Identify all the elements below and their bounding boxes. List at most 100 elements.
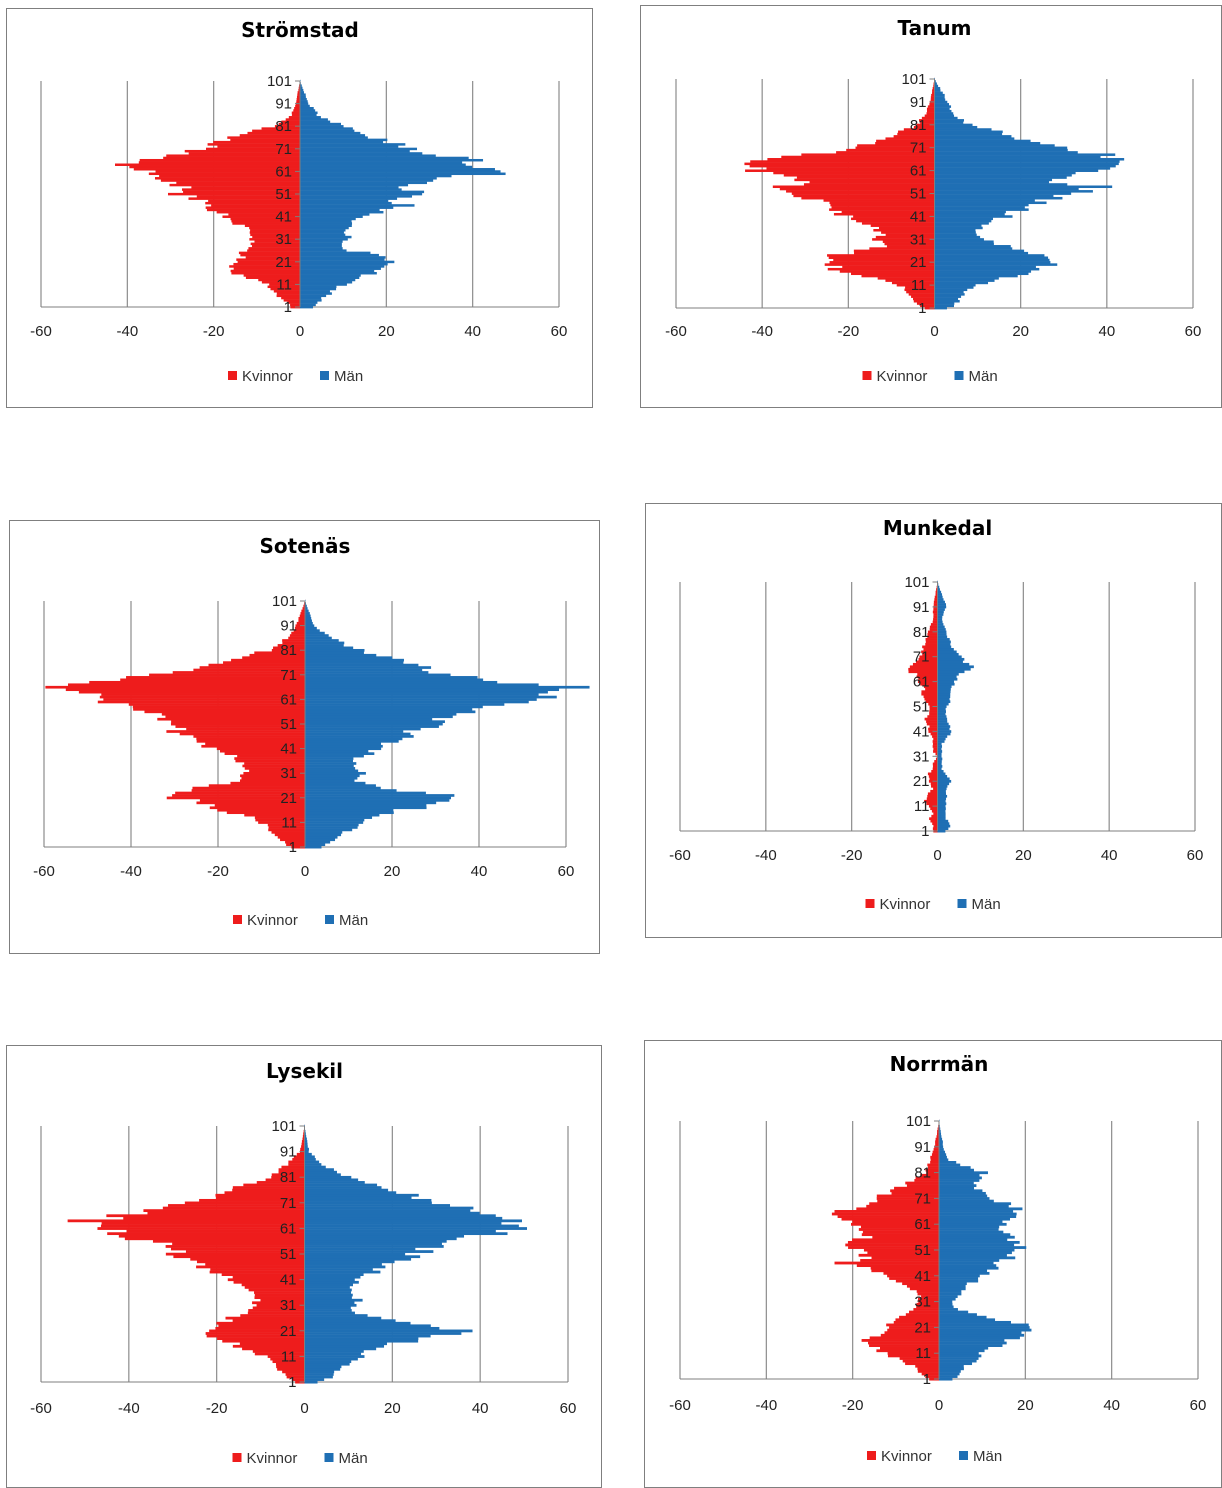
- series-male: [304, 1124, 528, 1384]
- bar: [927, 794, 938, 798]
- bar: [921, 1372, 939, 1376]
- bar: [224, 1191, 305, 1195]
- bar: [243, 771, 305, 775]
- bar: [157, 717, 305, 721]
- bar: [869, 1336, 939, 1340]
- y-tick-label: 21: [910, 254, 927, 271]
- bar: [247, 131, 300, 135]
- bar: [926, 802, 938, 806]
- bar: [935, 1137, 939, 1141]
- bar: [285, 118, 300, 121]
- bar: [268, 828, 305, 832]
- bar: [894, 1186, 939, 1190]
- bar: [934, 277, 999, 280]
- bar: [149, 673, 305, 677]
- bar: [913, 299, 935, 303]
- bar: [929, 707, 938, 711]
- bar: [304, 1347, 377, 1351]
- bar: [934, 249, 1025, 253]
- y-tick-label: 61: [275, 163, 292, 180]
- bar: [937, 687, 951, 691]
- bar: [305, 673, 451, 677]
- bar: [305, 690, 548, 694]
- bar: [930, 782, 938, 786]
- bar: [937, 643, 951, 646]
- bar: [78, 690, 305, 694]
- bar: [173, 1255, 305, 1259]
- bar: [305, 749, 369, 753]
- bar: [869, 247, 935, 250]
- bar: [304, 1342, 387, 1346]
- bar: [300, 231, 344, 234]
- bar: [166, 796, 305, 800]
- bar: [934, 238, 984, 241]
- bar: [304, 1329, 473, 1333]
- bar: [934, 304, 954, 308]
- series-male: [937, 580, 974, 833]
- bar: [300, 158, 484, 162]
- bar: [934, 107, 950, 111]
- bar: [199, 799, 305, 802]
- bar: [305, 634, 329, 637]
- bar: [939, 1142, 943, 1146]
- bar: [205, 1262, 305, 1266]
- bar: [934, 105, 952, 108]
- bar: [304, 1181, 365, 1184]
- bar: [939, 1282, 967, 1286]
- y-tick-label: 101: [272, 593, 297, 610]
- bar: [933, 812, 938, 816]
- bar: [905, 1313, 939, 1317]
- bar: [934, 141, 1041, 145]
- bar: [300, 95, 306, 99]
- bar: [305, 764, 354, 768]
- bar: [937, 794, 948, 798]
- bar: [287, 301, 300, 304]
- bar: [300, 84, 302, 87]
- bar: [934, 229, 976, 232]
- bar: [305, 794, 455, 797]
- bar: [300, 107, 314, 110]
- bar: [305, 757, 354, 760]
- bar: [939, 1204, 1009, 1208]
- x-tick-label: 60: [551, 323, 568, 340]
- x-tick-label: -60: [30, 323, 52, 340]
- bar: [937, 720, 948, 723]
- bar: [906, 1184, 939, 1188]
- x-tick-label: -20: [207, 863, 229, 880]
- bar: [304, 1293, 353, 1297]
- bar: [300, 179, 434, 182]
- bar: [926, 107, 935, 111]
- bar: [240, 774, 305, 778]
- bar: [939, 1248, 1015, 1252]
- bar: [209, 806, 305, 810]
- bar: [230, 138, 300, 142]
- bar: [304, 1163, 322, 1166]
- y-tick-label: 21: [280, 790, 297, 807]
- bar: [934, 208, 1029, 211]
- x-tick-label: 60: [558, 863, 575, 880]
- bar: [301, 1145, 305, 1148]
- y-tick-label: 31: [280, 765, 297, 782]
- bar: [937, 707, 946, 711]
- bar: [103, 698, 305, 701]
- y-tick-label: 101: [267, 73, 292, 90]
- bar: [213, 140, 300, 144]
- bar: [890, 1189, 939, 1193]
- bar: [937, 657, 965, 661]
- bar: [905, 1362, 939, 1366]
- bar: [252, 235, 300, 239]
- bar: [271, 648, 305, 652]
- bar: [305, 604, 307, 608]
- bar: [939, 1186, 975, 1190]
- legend-swatch-male: [957, 899, 967, 908]
- bar: [937, 610, 944, 614]
- bar: [161, 712, 305, 716]
- bar: [937, 777, 950, 781]
- y-tick-label: 21: [275, 254, 292, 271]
- bar: [937, 742, 942, 746]
- bar: [304, 1132, 306, 1136]
- bar: [300, 168, 495, 171]
- bar: [305, 786, 381, 790]
